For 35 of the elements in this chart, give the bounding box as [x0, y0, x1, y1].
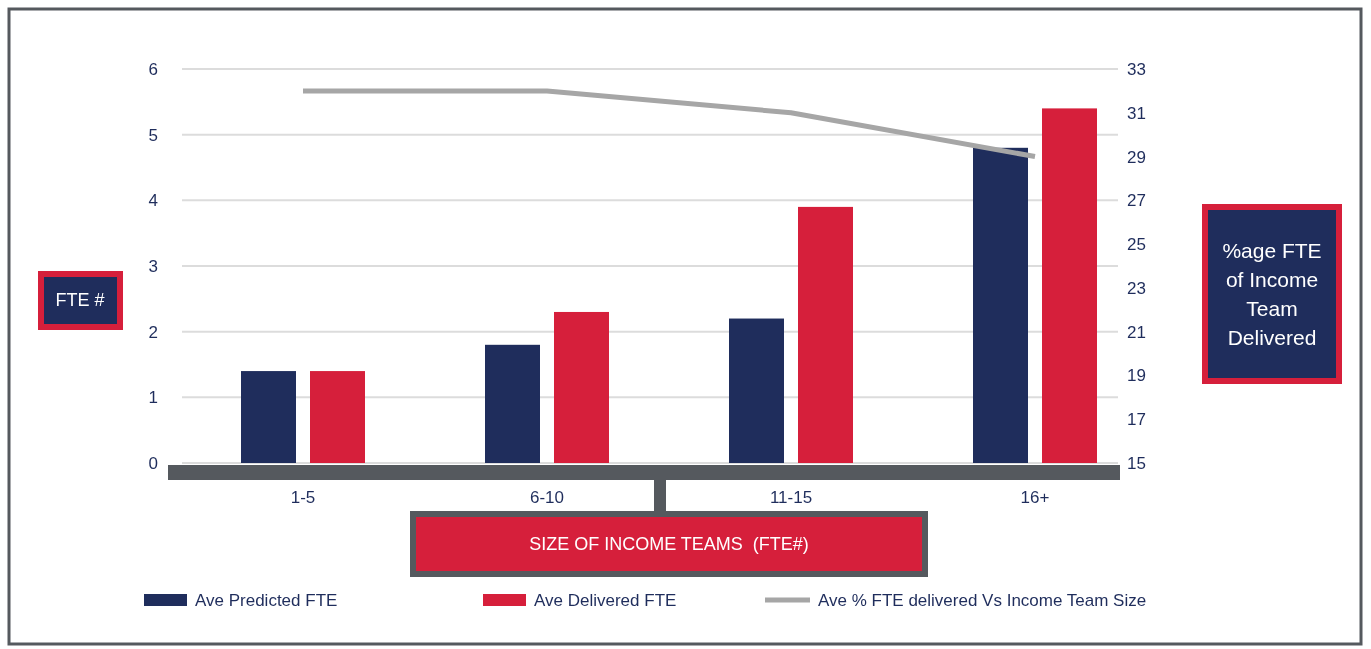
y-tick-label: 3	[148, 256, 158, 276]
x-tick-label: 16+	[1020, 488, 1050, 507]
y2-tick-label: 15	[1127, 453, 1146, 473]
x-axis-title: SIZE OF INCOME TEAMS (FTE#)	[529, 534, 809, 555]
x-tick-label: 1-5	[290, 488, 316, 507]
y2-tick-label: 21	[1127, 322, 1146, 342]
y2-tick-label: 31	[1127, 103, 1146, 123]
x-tick-label: 11-15	[769, 488, 813, 507]
y-axis-title: FTE #	[55, 290, 105, 311]
bar	[798, 206, 853, 463]
legend-label: Ave Predicted FTE	[195, 590, 338, 610]
y-tick-label: 4	[148, 191, 158, 211]
bar	[241, 371, 296, 463]
y-tick-label: 0	[148, 453, 158, 473]
y-tick-label: 1	[148, 388, 158, 408]
bar	[1042, 108, 1097, 463]
y2-tick-label: 25	[1127, 235, 1146, 255]
y2-tick-label: 19	[1127, 366, 1146, 386]
y2-axis-title: %age FTE of Income Team Delivered	[1222, 238, 1322, 349]
y2-tick-label: 17	[1127, 410, 1146, 430]
y-tick-label: 5	[148, 125, 158, 145]
y2-tick-label: 33	[1127, 59, 1146, 79]
y2-tick-label: 23	[1127, 278, 1146, 298]
bar	[485, 344, 540, 463]
y2-tick-label: 27	[1127, 191, 1146, 211]
x-tick-label: 6-10	[529, 488, 565, 507]
bar	[554, 311, 609, 463]
y-tick-label: 2	[148, 322, 158, 342]
legend-label: Ave Delivered FTE	[534, 590, 677, 610]
legend-label: Ave % FTE delivered Vs Income Team Size	[818, 590, 1147, 610]
bar	[973, 147, 1028, 463]
bar	[310, 371, 365, 463]
y2-tick-label: 29	[1127, 147, 1146, 167]
y-tick-label: 6	[148, 59, 158, 79]
bar	[729, 318, 784, 463]
